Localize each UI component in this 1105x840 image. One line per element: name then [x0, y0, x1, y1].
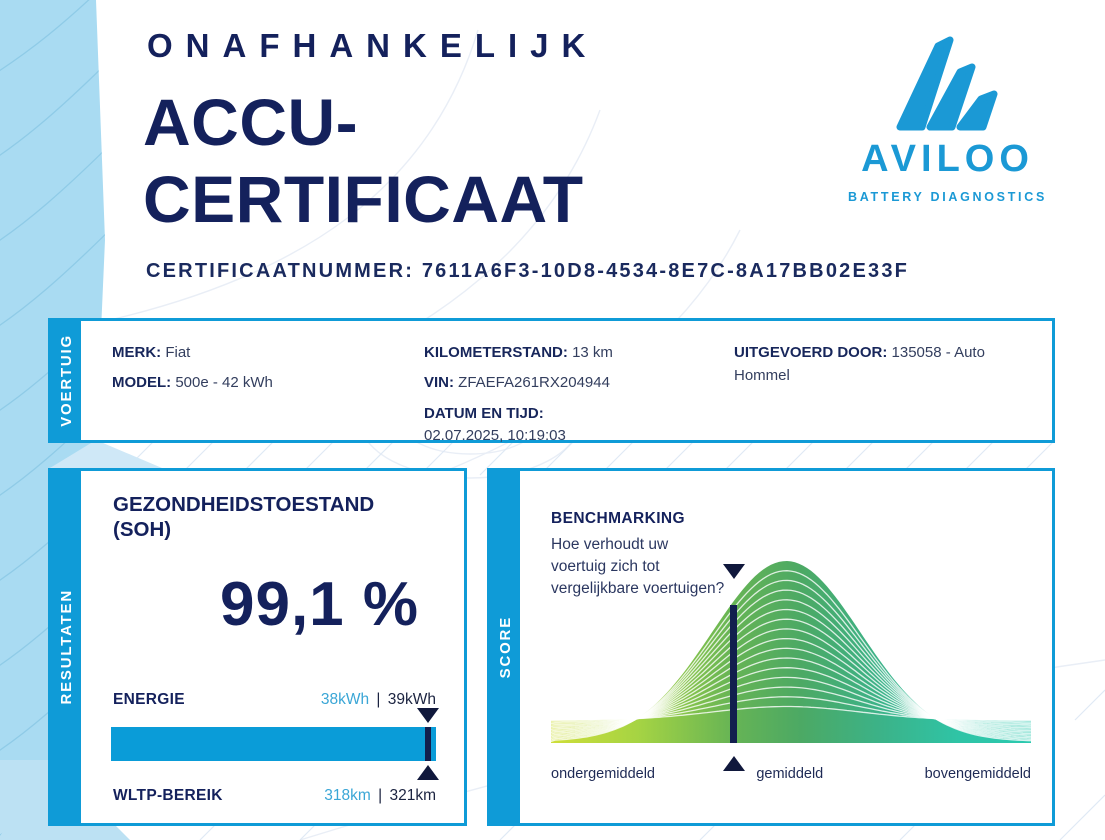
side-stripe-fade — [50, 440, 162, 468]
section-score: SCORE BENCHMARKING Hoe verhoudt uw voert… — [487, 468, 1055, 826]
question-line-3: vergelijkbare voertuigen? — [551, 580, 725, 597]
voertuig-content: MERK: Fiat MODEL: 500e - 42 kWh KILOMETE… — [81, 321, 1052, 444]
voertuig-col2: KILOMETERSTAND: 13 km VIN: ZFAEFA261RX20… — [424, 338, 734, 447]
certificate-number-value: 7611A6F3-10D8-4534-8E7C-8A17BB02E33F — [421, 260, 910, 282]
marker-arrow-up-icon — [416, 765, 439, 780]
benchmarking-question: Hoe verhoudt uw voertuig zich tot vergel… — [551, 534, 724, 600]
energy-row: ENERGIE 38kWh | 39kWh — [113, 691, 436, 709]
energy-divider: | — [376, 691, 381, 708]
field-uitgevoerd-door-value: 135058 - Auto Hommel — [734, 344, 985, 384]
certificate-number-label: CERTIFICAATNUMMER: — [146, 260, 415, 282]
wltp-divider: | — [378, 787, 383, 804]
axis-label-ondergemiddeld: ondergemiddeld — [551, 766, 655, 782]
voertuig-tab-label: VOERTUIG — [57, 334, 75, 427]
field-merk: MERK: Fiat — [112, 338, 424, 368]
soh-value: 99,1 % — [219, 570, 420, 639]
score-tab: SCORE — [490, 471, 520, 823]
marker-arrow-down-icon — [416, 708, 439, 723]
marker-line — [730, 605, 738, 743]
marker-arrow-down-icon — [722, 564, 745, 579]
question-line-1: Hoe verhoudt uw — [551, 536, 669, 553]
wltp-label: WLTP-BEREIK — [113, 787, 223, 804]
field-vin: VIN: ZFAEFA261RX204944 — [424, 368, 734, 398]
field-kilometerstand-value: 13 km — [572, 344, 613, 361]
wltp-row: WLTP-BEREIK 318km | 321km — [113, 787, 436, 805]
title-line2: CERTIFICAAT — [143, 162, 584, 236]
energy-values: 38kWh | 39kWh — [321, 691, 436, 709]
axis-label-bovengemiddeld: bovengemiddeld — [924, 766, 1031, 782]
field-uitgevoerd-door-label: UITGEVOERD DOOR: — [734, 344, 888, 361]
field-kilometerstand: KILOMETERSTAND: 13 km — [424, 338, 734, 368]
score-tab-label: SCORE — [496, 615, 514, 679]
kicker-onafhankelijk: ONAFHANKELIJK — [147, 27, 599, 64]
section-resultaten: RESULTATEN GEZONDHEIDSTOESTAND (SOH) 99,… — [48, 468, 467, 826]
benchmark-axis-labels: ondergemiddeld gemiddeld bovengemiddeld — [551, 766, 1031, 782]
field-model: MODEL: 500e - 42 kWh — [112, 368, 424, 398]
aviloo-wordmark: AVILOO — [861, 138, 1034, 180]
field-datum-label: DATUM EN TIJD: — [424, 405, 544, 422]
marker-arrow-up-icon — [722, 756, 745, 771]
voertuig-col3: UITGEVOERD DOOR: 135058 - Auto Hommel — [734, 338, 1002, 447]
wltp-nominal: 321km — [389, 787, 436, 804]
field-model-label: MODEL: — [112, 374, 172, 391]
aviloo-logo: AVILOO BATTERY DIAGNOSTICS — [845, 26, 1050, 204]
field-vin-label: VIN: — [424, 374, 454, 391]
field-model-value: 500e - 42 kWh — [175, 374, 273, 391]
aviloo-mountain-icon — [896, 36, 997, 131]
certificate-number-line: CERTIFICAATNUMMER: 7611A6F3-10D8-4534-8E… — [146, 260, 909, 283]
voertuig-tab: VOERTUIG — [51, 321, 81, 440]
section-voertuig: VOERTUIG MERK: Fiat MODEL: 500e - 42 kWh… — [48, 318, 1055, 444]
field-merk-value: Fiat — [165, 344, 191, 361]
energy-label: ENERGIE — [113, 691, 185, 708]
field-kilometerstand-label: KILOMETERSTAND: — [424, 344, 568, 361]
voertuig-col1: MERK: Fiat MODEL: 500e - 42 kWh — [112, 338, 424, 447]
energy-nominal: 39kWh — [387, 691, 436, 708]
marker-line — [424, 727, 431, 761]
field-merk-label: MERK: — [112, 344, 162, 361]
field-datum: DATUM EN TIJD: 02.07.2025, 10:19:03 — [424, 398, 734, 447]
resultaten-tab: RESULTATEN — [51, 471, 81, 823]
field-vin-value: ZFAEFA261RX204944 — [458, 374, 610, 391]
question-line-2: voertuig zich tot — [551, 558, 660, 575]
title-line1: ACCU- — [143, 85, 359, 159]
field-datum-value: 02.07.2025, 10:19:03 — [424, 427, 566, 444]
energy-bar — [111, 708, 439, 780]
soh-title: GEZONDHEIDSTOESTAND (SOH) — [113, 493, 375, 541]
energy-measured: 38kWh — [320, 691, 370, 708]
bell-curve — [551, 561, 1031, 743]
page-title: ACCU- CERTIFICAAT — [143, 84, 584, 238]
wltp-measured: 318km — [324, 787, 371, 804]
benchmarking-heading: BENCHMARKING — [551, 510, 685, 527]
benchmark-chart — [551, 555, 1031, 775]
field-uitgevoerd-door: UITGEVOERD DOOR: 135058 - Auto Hommel — [734, 341, 1002, 387]
aviloo-tagline: BATTERY DIAGNOSTICS — [848, 190, 1047, 204]
wltp-values: 318km | 321km — [324, 787, 436, 805]
axis-label-gemiddeld: gemiddeld — [756, 766, 824, 782]
